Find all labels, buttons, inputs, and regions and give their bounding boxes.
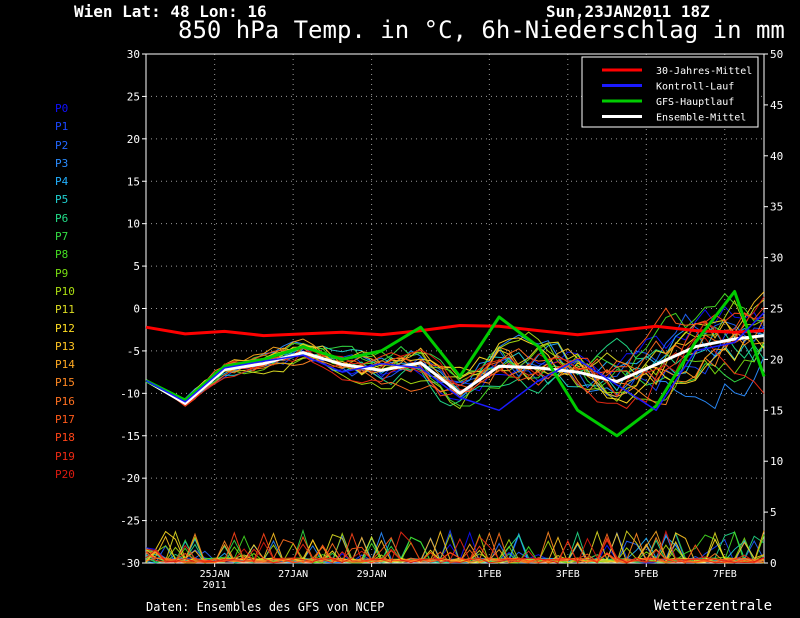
y2-tick-label: 0: [770, 557, 777, 570]
y-tick-label: -25: [120, 515, 140, 528]
y-tick-label: 15: [127, 175, 140, 188]
y2-tick-label: 45: [770, 99, 783, 112]
ensemble-member-legend: P0 P1 P2 P3 P4 P5 P6 P7 P8 P9 P10 P11 P12 P13 P14 P15 P1…: [55, 100, 75, 484]
ensemble-member-label: P15: [55, 376, 75, 390]
x-tick-label: 25JAN: [200, 569, 230, 580]
y2-tick-label: 35: [770, 201, 783, 214]
y2-tick-label: 5: [770, 506, 777, 519]
ensemble-member-label: P11: [55, 303, 75, 317]
main-series: [145, 290, 766, 438]
y-tick-label: 10: [127, 218, 140, 231]
ensemble-member-label: P17: [55, 413, 75, 427]
ensemble-member-label: P9: [55, 266, 69, 280]
forecast-run-date: Sun,23JAN2011 18Z: [546, 2, 710, 21]
x-tick-label: 27JAN: [278, 569, 308, 580]
y-tick-label: -15: [120, 430, 140, 443]
y2-tick-label: 10: [770, 455, 783, 468]
chart-legend: 30-Jahres-Mittel Kontroll-Lauf GFS-Hauptla…: [581, 56, 759, 128]
x-tick-label: 3FEB: [556, 569, 580, 580]
y-tick-label: 0: [133, 303, 140, 316]
ensemble-member-label: P19: [55, 449, 75, 463]
y2-tick-label: 40: [770, 150, 783, 163]
y-tick-label: 5: [133, 260, 140, 273]
ensemble-member-label: P5: [55, 193, 69, 207]
y-tick-label: -5: [127, 345, 140, 358]
ensemble-member-label: P12: [55, 321, 75, 335]
ensemble-member-label: P6: [55, 211, 69, 225]
data-source-note: Daten: Ensembles des GFS von NCEP: [146, 600, 385, 614]
x-tick-year: 2011: [203, 580, 227, 591]
y2-tick-label: 20: [770, 353, 783, 366]
legend-label: 30-Jahres-Mittel: [656, 66, 752, 77]
ensemble-member-label: P1: [55, 120, 69, 134]
series-30-jahres-mittel: [145, 324, 765, 338]
ensemble-member-label: P16: [55, 394, 75, 408]
y-tick-label: 30: [127, 48, 140, 61]
ensemble-member-label: P8: [55, 248, 69, 262]
y-tick-label: 20: [127, 133, 140, 146]
location-header: Wien Lat: 48 Lon: 16: [74, 2, 267, 21]
y2-tick-label: 30: [770, 252, 783, 265]
ensemble-member-label: P7: [55, 230, 69, 244]
ensemble-member-label: P3: [55, 156, 69, 170]
series-p13-temp: [145, 291, 765, 403]
series-kontroll-lauf: [145, 312, 765, 412]
x-tick-label: 7FEB: [713, 569, 737, 580]
series-p14-precip: [145, 530, 765, 564]
x-tick-label: 1FEB: [477, 569, 501, 580]
gridlines: [146, 54, 764, 563]
y2-tick-label: 25: [770, 303, 783, 316]
legend-label: GFS-Hauptlauf: [656, 97, 734, 108]
ensemble-member-label: P18: [55, 431, 75, 445]
legend-label: Kontroll-Lauf: [656, 82, 734, 93]
ensemble-member-label: P4: [55, 175, 69, 189]
ensemble-member-label: P0: [55, 102, 69, 115]
y-tick-label: -10: [120, 387, 140, 400]
y2-tick-label: 50: [770, 48, 783, 61]
series-ensemble-mittel: [145, 334, 765, 405]
y2-tick-label: 15: [770, 404, 783, 417]
ensemble-member-label: P10: [55, 284, 75, 298]
x-tick-label: 29JAN: [357, 569, 387, 580]
x-tick-label: 5FEB: [634, 569, 658, 580]
brand-name: Wetterzentrale: [654, 598, 773, 614]
series-p11-temp: [145, 299, 765, 404]
series-gfs-hauptlauf: [145, 290, 766, 438]
y-tick-label: -20: [120, 472, 140, 485]
ensemble-member-label: P20: [55, 467, 75, 481]
y-tick-label: 25: [127, 90, 140, 103]
ensemble-member-label: P13: [55, 339, 75, 353]
series-p20-precip: [145, 529, 765, 565]
series-p18-precip: [145, 531, 765, 564]
y-tick-label: -30: [120, 557, 140, 570]
legend-label: Ensemble-Mittel: [656, 113, 746, 124]
ensemble-member-label: P2: [55, 138, 69, 152]
precipitation-series: [145, 528, 765, 565]
chart-title: 850 hPa Temp. in °C, 6h-Niederschlag in …: [178, 16, 785, 44]
ensemble-member-label: P14: [55, 358, 75, 372]
axes: 302520151050-5-10-15-20-25-3050454035302…: [120, 48, 783, 591]
